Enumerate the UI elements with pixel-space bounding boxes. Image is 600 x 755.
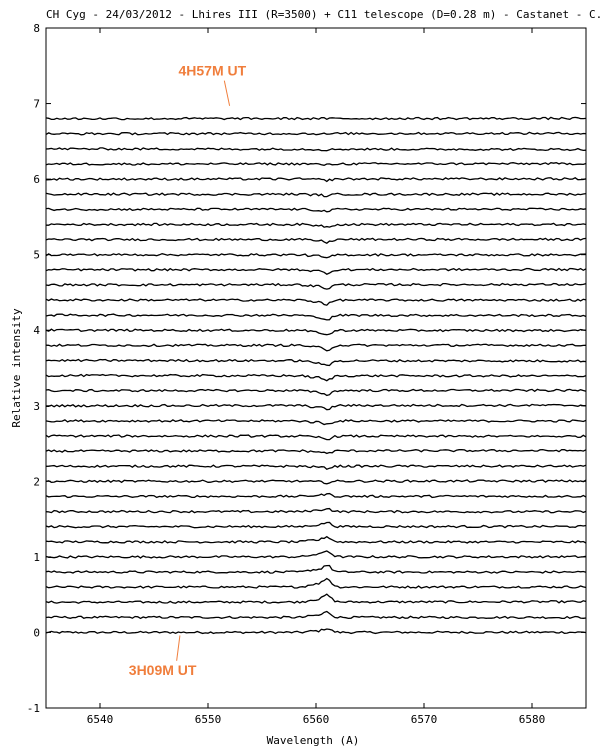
y-tick-label: 1 xyxy=(33,551,40,564)
time-annotation-label: 4H57M UT xyxy=(178,63,246,79)
y-tick-label: 2 xyxy=(33,475,40,488)
y-tick-label: 8 xyxy=(33,22,40,35)
spectrum-series-line xyxy=(45,177,587,183)
spectrum-series-line xyxy=(45,313,587,321)
spectrum-series-line xyxy=(45,207,587,213)
y-tick-label: 4 xyxy=(33,324,40,337)
x-tick-label: 6550 xyxy=(195,713,222,726)
spectrum-series-line xyxy=(45,628,587,635)
spectrum-series-line xyxy=(45,373,587,382)
axis-layer: 6540 6550 6560 6570 6580 -1 0 1 2 3 4 5 6 7 8 xyxy=(27,22,586,726)
spectrum-series-line xyxy=(45,448,587,455)
y-axis-label: Relative intensity xyxy=(10,308,23,428)
spectrum-series-line xyxy=(45,464,587,470)
x-tick-label: 6580 xyxy=(519,713,546,726)
spectrum-series-line xyxy=(45,131,587,136)
spectra-layer xyxy=(45,116,587,635)
x-axis-label: Wavelength (A) xyxy=(267,734,360,747)
y-tick-label: 6 xyxy=(33,173,40,186)
y-tick-label: 3 xyxy=(33,400,40,413)
spectrum-series-line xyxy=(45,479,587,485)
y-tick-label: -1 xyxy=(27,702,40,715)
spectrum-series-line xyxy=(45,388,587,397)
spectrum-series-line xyxy=(45,116,587,121)
spectrum-series-line xyxy=(45,593,587,604)
time-annotation-label: 3H09M UT xyxy=(129,662,197,678)
spectrum-series-line xyxy=(45,521,587,529)
spectrum-series-line xyxy=(45,162,587,166)
spectrum-series-line xyxy=(45,358,587,367)
y-tick-label: 5 xyxy=(33,249,40,262)
spectrum-series-line xyxy=(45,550,587,559)
spectrum-series-line xyxy=(45,535,587,544)
spectrum-series-line xyxy=(45,434,587,441)
spectrum-series-line xyxy=(45,492,587,499)
plot-frame xyxy=(45,27,587,709)
y-tick-label: 0 xyxy=(33,626,40,639)
spectrum-series-line xyxy=(45,610,587,620)
x-tick-label: 6540 xyxy=(87,713,114,726)
spectrum-series-line xyxy=(46,222,587,228)
annotation-pointer-line xyxy=(223,80,231,106)
spectrum-series-line xyxy=(45,298,587,306)
spectrum-series-line xyxy=(45,343,587,352)
spectrum-series-line xyxy=(45,192,587,198)
spectrum-series-line xyxy=(45,564,587,574)
spectrum-series-line xyxy=(45,253,587,259)
spectrum-series-line xyxy=(45,237,587,244)
x-tick-label: 6570 xyxy=(411,713,438,726)
annotation-layer: 4H57M UT 3H09M UT xyxy=(129,63,247,678)
annotation-pointer-line xyxy=(176,635,181,661)
spectrum-series-line xyxy=(45,267,587,275)
spectrum-series-line xyxy=(45,403,587,411)
spectrum-series-line xyxy=(45,282,587,290)
chart-title: CH Cyg - 24/03/2012 - Lhires III (R=3500… xyxy=(46,8,600,21)
spectrum-series-line xyxy=(45,507,587,514)
spectrum-series-line xyxy=(45,419,587,426)
spectrum-series-line xyxy=(45,577,587,589)
spectrum-series-line xyxy=(45,328,587,336)
y-tick-label: 7 xyxy=(33,98,40,111)
x-tick-label: 6560 xyxy=(303,713,330,726)
spectrum-series-line xyxy=(45,147,587,152)
